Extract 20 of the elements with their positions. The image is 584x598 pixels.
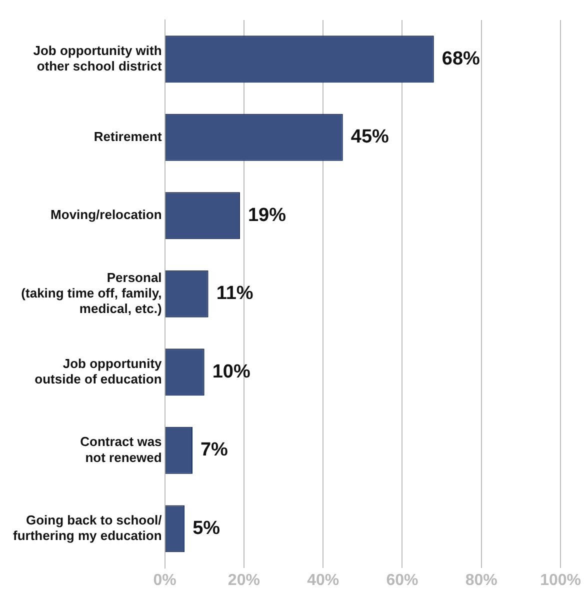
x-tick-label: 0%: [153, 572, 176, 589]
data-label: 11%: [216, 283, 254, 304]
y-tick-label: Personal (taking time off, family, medical, etc.): [21, 270, 162, 316]
x-tick-label: 20%: [228, 572, 260, 589]
x-tick-label: 100%: [540, 572, 581, 589]
data-label: 10%: [212, 361, 250, 382]
x-tick-label: 80%: [465, 572, 498, 589]
x-tick-label: 40%: [307, 572, 340, 589]
y-tick-label: Contract was not renewed: [80, 434, 162, 465]
data-label: 45%: [350, 126, 390, 148]
y-tick-label: Job opportunity outside of education: [34, 356, 163, 387]
data-label: 19%: [248, 204, 286, 226]
y-tick-label: Going back to school/ furthering my education: [12, 512, 162, 544]
data-label: 68%: [442, 48, 480, 70]
y-tick-label: Job opportunity with other school district: [33, 42, 162, 74]
data-label: 5%: [192, 518, 220, 539]
y-tick-label: Moving/relocation: [50, 207, 162, 222]
data-label: 7%: [200, 440, 228, 461]
y-tick-label: Retirement: [94, 128, 162, 144]
x-tick-label: 60%: [386, 572, 418, 589]
